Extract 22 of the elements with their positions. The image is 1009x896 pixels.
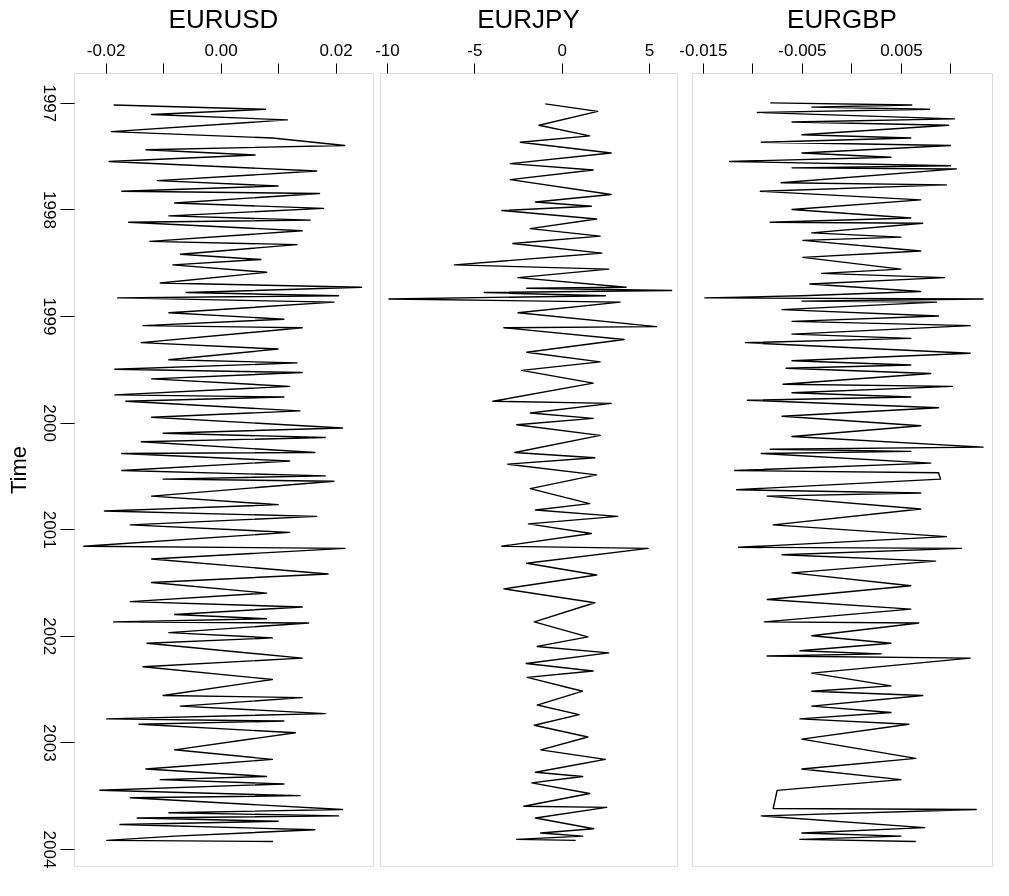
y-tick-label: 1998	[39, 191, 59, 229]
y-tick-label: 2002	[39, 617, 59, 656]
chart-title: EURGBP	[787, 4, 897, 34]
y-tick-label: 1997	[39, 84, 59, 123]
y-tick-label: 1999	[39, 297, 59, 336]
x-tick-label: 0.00	[204, 40, 238, 60]
y-tick-label: 2004	[39, 830, 59, 869]
y-axis-title: Time	[5, 445, 31, 495]
x-tick-label: 0	[557, 40, 567, 60]
x-tick-label: -5	[467, 40, 483, 60]
x-tick-label: -0.015	[679, 40, 728, 60]
chart-title: EURJPY	[477, 4, 580, 34]
chart-title: EURUSD	[168, 4, 279, 34]
x-tick-label: 0.005	[880, 40, 923, 60]
x-tick-label: -0.02	[86, 40, 126, 60]
y-tick-label: 2000	[39, 404, 59, 443]
x-tick-label: -10	[375, 40, 400, 60]
y-tick-label: 2001	[39, 510, 59, 549]
x-tick-label: 5	[644, 40, 655, 60]
x-tick-label: 0.02	[319, 40, 353, 60]
y-tick-label: 2003	[39, 723, 59, 762]
x-tick-label: -0.005	[778, 40, 827, 60]
